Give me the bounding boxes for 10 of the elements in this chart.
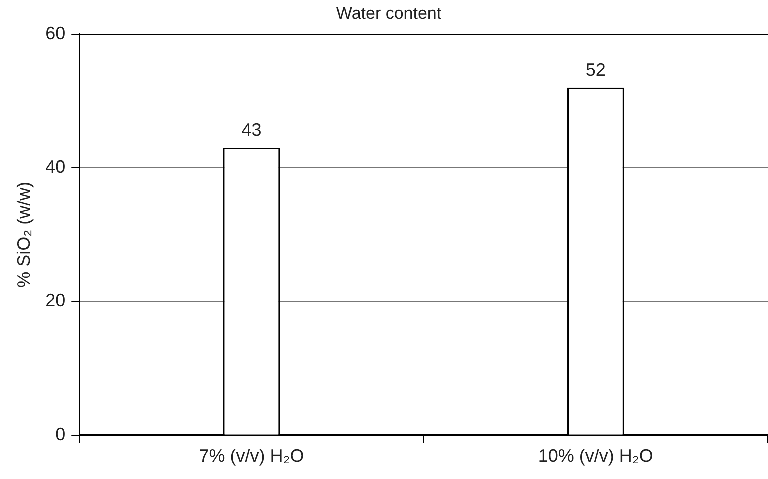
chart-title: Water content (336, 4, 442, 23)
y-tick-label: 40 (46, 157, 66, 178)
y-tick-label: 0 (56, 424, 66, 444)
y-tick-label: 20 (46, 290, 66, 311)
x-tick-label: 10% (v/v) H₂O (538, 446, 654, 466)
x-tick-label: 7% (v/v) H₂O (199, 446, 304, 466)
data-label: 52 (586, 60, 606, 80)
data-label: 43 (242, 120, 262, 140)
y-tick-label: 60 (46, 23, 66, 44)
y-axis-title: % SiO₂ (w/w) (14, 182, 34, 288)
